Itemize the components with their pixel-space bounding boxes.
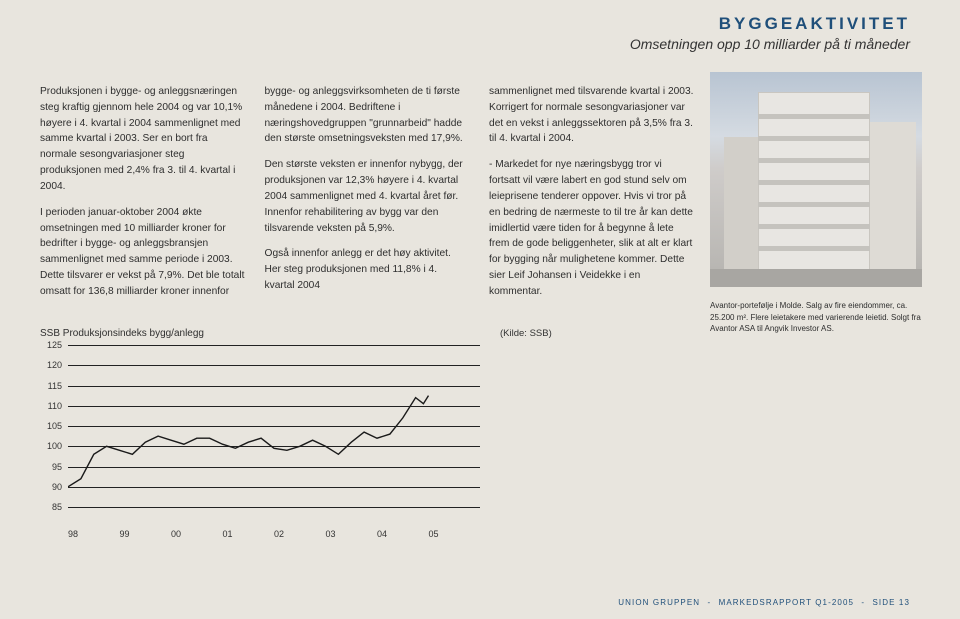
gridline [68,507,480,508]
building-photo [710,72,922,287]
para: Produksjonen i bygge- og anleggsnæringen… [40,84,245,195]
chart-svg [68,345,480,507]
x-tick-label: 03 [326,529,378,539]
y-tick-label: 85 [40,502,62,512]
page-header: BYGGEAKTIVITET Omsetningen opp 10 millia… [630,14,910,52]
y-tick-label: 90 [40,482,62,492]
x-tick-label: 02 [274,529,326,539]
header-title: BYGGEAKTIVITET [630,14,910,34]
para: sammenlignet med tilsvarende kvartal i 2… [489,84,695,147]
x-tick-label: 01 [223,529,275,539]
chart-line [68,396,429,487]
x-tick-label: 04 [377,529,429,539]
y-tick-label: 120 [40,360,62,370]
x-tick-label: 00 [171,529,223,539]
column-3: sammenlignet med tilsvarende kvartal i 2… [489,84,695,310]
image-caption: Avantor-portefølje i Molde. Salg av fire… [710,300,922,335]
para: Den største veksten er innenfor nybygg, … [265,157,470,236]
para: bygge- og anleggsvirksomheten de ti førs… [265,84,470,147]
line-chart: 8590951001051101151201259899000102030405 [40,345,480,525]
y-tick-label: 125 [40,340,62,350]
x-labels: 9899000102030405 [68,529,480,539]
header-subtitle: Omsetningen opp 10 milliarder på ti måne… [630,36,910,52]
x-tick-label: 98 [68,529,120,539]
column-2: bygge- og anleggsvirksomheten de ti førs… [265,84,470,310]
page-footer: UNION GRUPPEN - MARKEDSRAPPORT Q1-2005 -… [618,598,910,607]
source-note: (Kilde: SSB) [500,328,552,339]
chart-area: SSB Produksjonsindeks bygg/anlegg 85 90 95… [40,328,495,525]
chart-title: SSB Produksjonsindeks bygg/anlegg [40,328,495,339]
x-tick-label: 05 [429,529,481,539]
y-tick-label: 115 [40,381,62,391]
y-tick-label: 95 [40,462,62,472]
y-tick-label: 100 [40,441,62,451]
footer-report: MARKEDSRAPPORT Q1-2005 [719,598,855,607]
para: Også innenfor anlegg er det høy aktivite… [265,246,470,293]
y-tick-label: 105 [40,421,62,431]
para: - Markedet for nye næringsbygg tror vi f… [489,157,695,299]
x-tick-label: 99 [120,529,172,539]
footer-page: SIDE 13 [873,598,911,607]
footer-org: UNION GRUPPEN [618,598,700,607]
column-1: Produksjonen i bygge- og anleggsnæringen… [40,84,245,310]
para: I perioden januar-oktober 2004 økte omse… [40,205,245,300]
y-tick-label: 110 [40,401,62,411]
